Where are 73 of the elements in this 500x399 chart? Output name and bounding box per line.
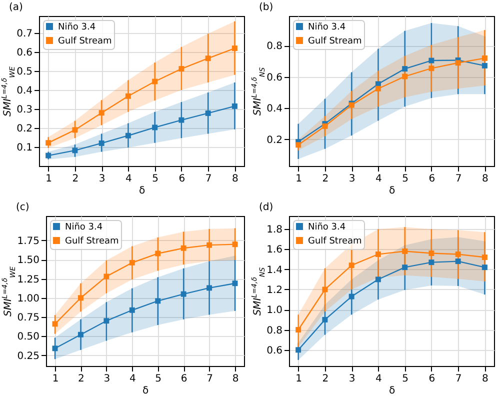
y-tick-label: 0.6 (266, 345, 282, 356)
x-tick-label: 3 (104, 374, 110, 384)
x-tick-label: 2 (78, 374, 84, 384)
chart-title: (c) (16, 202, 30, 213)
legend-label: Niño 3.4 (58, 22, 96, 32)
x-tick-label: 4 (376, 174, 382, 184)
y-tick-label: 0.2 (266, 134, 282, 146)
y-tick-label: 0.3 (16, 104, 32, 116)
y-tick-label: 0.25 (17, 350, 40, 362)
y-tick-label: 0.4 (16, 86, 32, 97)
x-tick-label: 1 (52, 374, 59, 384)
x-tick-label: 7 (206, 374, 213, 384)
legend-label: Gulf Stream (308, 236, 362, 246)
y-tick-label: 0.1 (16, 142, 32, 154)
y-tick-label: 0.75 (17, 312, 40, 324)
x-tick-label: 6 (428, 374, 436, 384)
x-axis-title: δ (388, 186, 396, 196)
y-tick-label: 0.2 (16, 124, 32, 135)
y-tick-label: 1.8 (266, 224, 282, 236)
x-tick-label: 5 (402, 374, 408, 384)
x-tick-label: 7 (455, 174, 462, 184)
x-axis-title: δ (142, 386, 149, 396)
x-tick-label: 3 (348, 174, 356, 184)
y-tick-label: 1.50 (17, 255, 40, 266)
x-tick-label: 5 (155, 374, 162, 384)
x-tick-label: 3 (98, 174, 106, 184)
x-tick-label: 1 (296, 174, 302, 184)
x-tick-label: 6 (178, 174, 186, 184)
y-tick-label: 1.6 (266, 244, 282, 256)
x-tick-label: 2 (72, 174, 79, 184)
x-tick-label: 6 (428, 174, 436, 184)
chart-title: (b) (259, 2, 274, 13)
legend-label: Niño 3.4 (308, 22, 346, 32)
y-tick-label: 0.7 (16, 28, 32, 40)
y-tick-label: 0.6 (16, 48, 32, 59)
y-tick-label: 1.25 (17, 274, 40, 286)
y-tick-label: 0.50 (17, 332, 40, 343)
y-tick-label: 1.2 (266, 284, 282, 296)
x-axis-title: δ (388, 386, 396, 396)
x-tick-label: 2 (322, 174, 329, 184)
y-tick-label: 1.75 (17, 236, 40, 247)
x-tick-label: 8 (482, 174, 488, 184)
x-tick-label: 5 (152, 174, 158, 184)
x-tick-label: 3 (348, 374, 356, 384)
y-tick-label: 0.5 (16, 66, 32, 78)
y-tick-label: 0.6 (266, 72, 282, 84)
legend-label: Gulf Stream (65, 236, 119, 246)
x-tick-label: 5 (402, 174, 408, 184)
legend-label: Niño 3.4 (65, 222, 103, 232)
x-tick-label: 4 (129, 374, 136, 384)
y-tick-label: 1.4 (266, 264, 282, 276)
legend-label: Niño 3.4 (308, 222, 346, 232)
x-tick-label: 2 (322, 374, 329, 384)
x-tick-label: 6 (180, 374, 188, 384)
y-tick-label: 0.8 (266, 325, 282, 336)
x-tick-label: 8 (232, 174, 238, 184)
y-tick-label: 0.4 (266, 104, 282, 115)
x-axis-title: δ (138, 186, 146, 196)
x-tick-label: 7 (205, 174, 212, 184)
x-tick-label: 1 (46, 174, 52, 184)
chart-title: (d) (259, 202, 274, 213)
y-tick-label: 1.00 (17, 293, 40, 304)
y-tick-label: 0.8 (266, 41, 282, 52)
x-tick-label: 8 (482, 374, 488, 384)
x-tick-label: 4 (376, 374, 382, 384)
x-tick-label: 4 (126, 174, 132, 184)
legend-label: Gulf Stream (58, 36, 112, 46)
x-tick-label: 7 (455, 374, 462, 384)
y-tick-label: 1.0 (266, 305, 282, 316)
x-tick-label: 1 (296, 374, 302, 384)
legend-label: Gulf Stream (308, 36, 362, 46)
chart-title: (a) (9, 2, 24, 13)
x-tick-label: 8 (232, 374, 239, 384)
